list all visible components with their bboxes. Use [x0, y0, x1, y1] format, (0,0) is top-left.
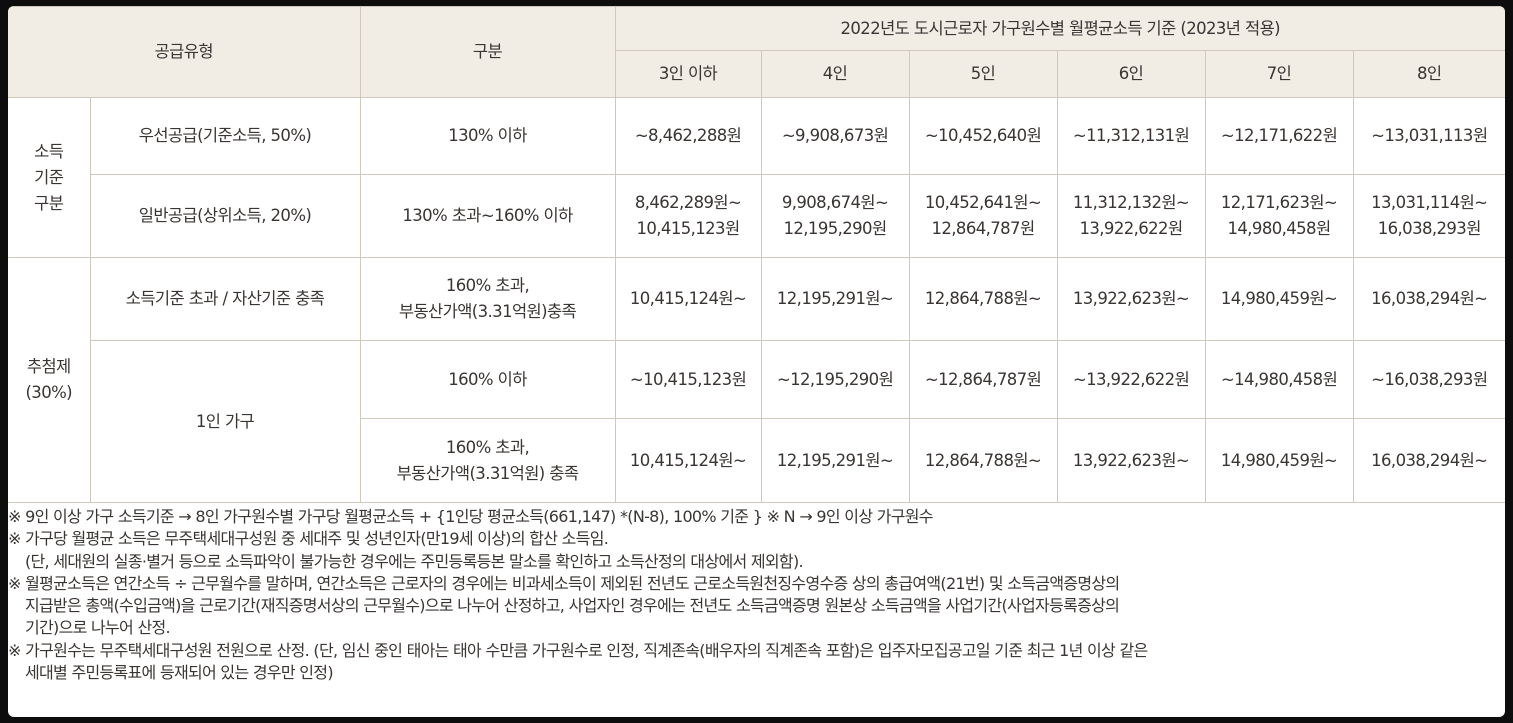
header-size-5: 7인	[1204, 50, 1354, 98]
income-table-card: 공급유형 구분 2022년도 도시근로자 가구원수별 월평균소득 기준 (202…	[8, 6, 1505, 717]
header-size-6: 8인	[1352, 50, 1505, 98]
value-cell: 14,980,459원~	[1204, 418, 1354, 503]
value-cell: 12,864,788원~	[908, 418, 1058, 503]
value-cell: ~11,312,131원	[1056, 97, 1206, 175]
table-row: 소득 기준 구분 우선공급(기준소득, 50%) 130% 이하 ~8,462,…	[8, 97, 1505, 258]
criteria-cell: 160% 초과, 부동산가액(3.31억원) 충족	[359, 418, 616, 503]
header-supply-type: 공급유형	[8, 6, 361, 98]
supply-type-cell: 1인 가구	[89, 340, 361, 503]
income-criteria-table: 공급유형 구분 2022년도 도시근로자 가구원수별 월평균소득 기준 (202…	[8, 6, 1505, 503]
footnote: ※ 가구당 월평균 소득은 무주택세대구성원 중 세대주 및 성년인자(만19세…	[8, 529, 609, 549]
footnote: (단, 세대원의 실종·별거 등으로 소득파악이 불가능한 경우에는 주민등록등…	[25, 551, 804, 571]
footnotes: ※ 9인 이상 가구 소득기준 → 8인 가구원수별 가구당 월평균소득 + {…	[8, 506, 1505, 684]
footnote: ※ 가구원수는 무주택세대구성원 전원으로 산정. (단, 임신 중인 태아는 …	[8, 640, 1148, 660]
group-income-criteria: 소득 기준 구분	[8, 97, 91, 258]
table-row: 일반공급(상위소득, 20%) 130% 초과~160% 이하 8,462,28…	[8, 174, 1505, 258]
value-cell: ~14,980,458원	[1204, 340, 1354, 419]
value-cell: 12,195,291원~	[760, 257, 910, 341]
value-cell: 13,922,623원~	[1056, 418, 1206, 503]
value-cell: 11,312,132원~ 13,922,622원	[1056, 174, 1206, 258]
value-cell: ~8,462,288원	[614, 97, 762, 175]
value-cell: 14,980,459원~	[1204, 257, 1354, 341]
value-cell: 10,452,641원~ 12,864,787원	[908, 174, 1058, 258]
value-cell: 16,038,294원~	[1352, 418, 1505, 503]
value-cell: ~12,171,622원	[1204, 97, 1354, 175]
value-cell: 10,415,124원~	[614, 257, 762, 341]
criteria-cell: 160% 초과, 부동산가액(3.31억원)충족	[359, 257, 616, 341]
header-category: 구분	[359, 6, 616, 98]
value-cell: 16,038,294원~	[1352, 257, 1505, 341]
value-cell: ~12,864,787원	[908, 340, 1058, 419]
value-cell: 12,864,788원~	[908, 257, 1058, 341]
criteria-cell: 160% 이하	[359, 340, 616, 419]
criteria-cell: 130% 초과~160% 이하	[359, 174, 616, 258]
value-cell: ~13,031,113원	[1352, 97, 1505, 175]
header-size-1: 3인 이하	[614, 50, 762, 98]
supply-type-cell: 소득기준 초과 / 자산기준 충족	[89, 257, 361, 341]
value-cell: 10,415,124원~	[614, 418, 762, 503]
criteria-cell: 130% 이하	[359, 97, 616, 175]
value-cell: ~16,038,293원	[1352, 340, 1505, 419]
value-cell: 13,922,623원~	[1056, 257, 1206, 341]
footnote: 지급받은 총액(수입금액)을 근로기간(재직증명서상의 근무월수)으로 나누어 …	[25, 596, 1120, 616]
header-row-2: 3인 이하 4인 5인 6인 7인 8인	[8, 50, 1505, 98]
header-size-2: 4인	[760, 50, 910, 98]
value-cell: ~10,415,123원	[614, 340, 762, 419]
table-row: 160% 초과, 부동산가액(3.31억원) 충족 10,415,124원~ 1…	[8, 418, 1505, 503]
value-cell: 12,171,623원~ 14,980,458원	[1204, 174, 1354, 258]
value-cell: ~13,922,622원	[1056, 340, 1206, 419]
group-lottery: 추첨제 (30%)	[8, 257, 91, 503]
footnote: 세대별 주민등록표에 등재되어 있는 경우만 인정)	[25, 663, 334, 683]
value-cell: 8,462,289원~ 10,415,123원	[614, 174, 762, 258]
supply-type-cell: 일반공급(상위소득, 20%)	[89, 174, 361, 258]
header-row-1: 공급유형 구분 2022년도 도시근로자 가구원수별 월평균소득 기준 (202…	[8, 6, 1505, 98]
value-cell: 12,195,291원~	[760, 418, 910, 503]
value-cell: 9,908,674원~ 12,195,290원	[760, 174, 910, 258]
supply-type-cell: 우선공급(기준소득, 50%)	[89, 97, 361, 175]
value-cell: ~10,452,640원	[908, 97, 1058, 175]
header-size-3: 5인	[908, 50, 1058, 98]
value-cell: 13,031,114원~ 16,038,293원	[1352, 174, 1505, 258]
header-income-basis: 2022년도 도시근로자 가구원수별 월평균소득 기준 (2023년 적용)	[614, 6, 1505, 51]
table-row: 1인 가구 160% 이하 ~10,415,123원 ~12,195,290원 …	[8, 340, 1505, 503]
table-row: 추첨제 (30%) 소득기준 초과 / 자산기준 충족 160% 초과, 부동산…	[8, 257, 1505, 503]
footnote: 기간)으로 나누어 산정.	[25, 618, 171, 638]
footnote: ※ 9인 이상 가구 소득기준 → 8인 가구원수별 가구당 월평균소득 + {…	[8, 507, 934, 526]
header-size-4: 6인	[1056, 50, 1206, 98]
footnote: ※ 월평균소득은 연간소득 ÷ 근무월수를 말하며, 연간소득은 근로자의 경우…	[8, 573, 1120, 593]
value-cell: ~9,908,673원	[760, 97, 910, 175]
value-cell: ~12,195,290원	[760, 340, 910, 419]
